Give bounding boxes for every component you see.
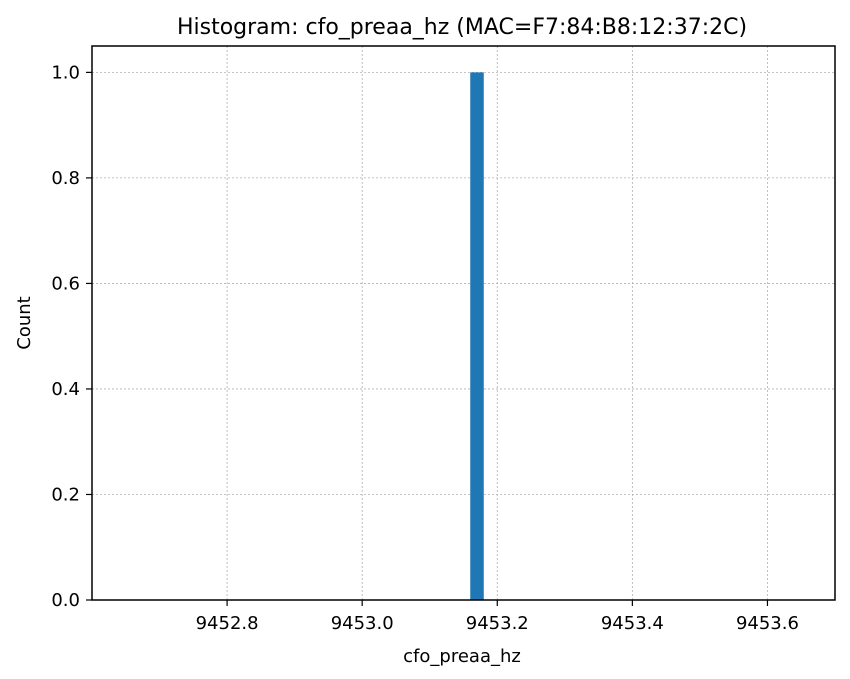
x-tick-label: 9453.0 [331,613,394,634]
x-tick-label: 9452.8 [196,613,259,634]
histogram-bar [470,72,484,600]
chart-title: Histogram: cfo_preaa_hz (MAC=F7:84:B8:12… [177,15,747,40]
bars [470,72,484,600]
x-tick-label: 9453.4 [601,613,664,634]
grid-lines [92,46,835,600]
y-tick-label: 0.4 [51,379,80,400]
y-tick-label: 1.0 [51,62,80,83]
y-tick-label: 0.8 [51,168,80,189]
x-tick-label: 9453.2 [466,613,529,634]
plot-frame [91,45,836,601]
y-tick-label: 0.2 [51,484,80,505]
y-tick-label: 0.0 [51,590,80,611]
x-axis-label: cfo_preaa_hz [403,646,521,667]
x-tick-label: 9453.6 [736,613,799,634]
x-axis-ticks: 9452.8 9453.0 9453.2 9453.4 9453.6 [196,600,799,634]
y-axis-ticks: 0.0 0.2 0.4 0.6 0.8 1.0 [51,62,92,611]
y-axis-label: Count [14,296,35,349]
y-tick-label: 0.6 [51,273,80,294]
